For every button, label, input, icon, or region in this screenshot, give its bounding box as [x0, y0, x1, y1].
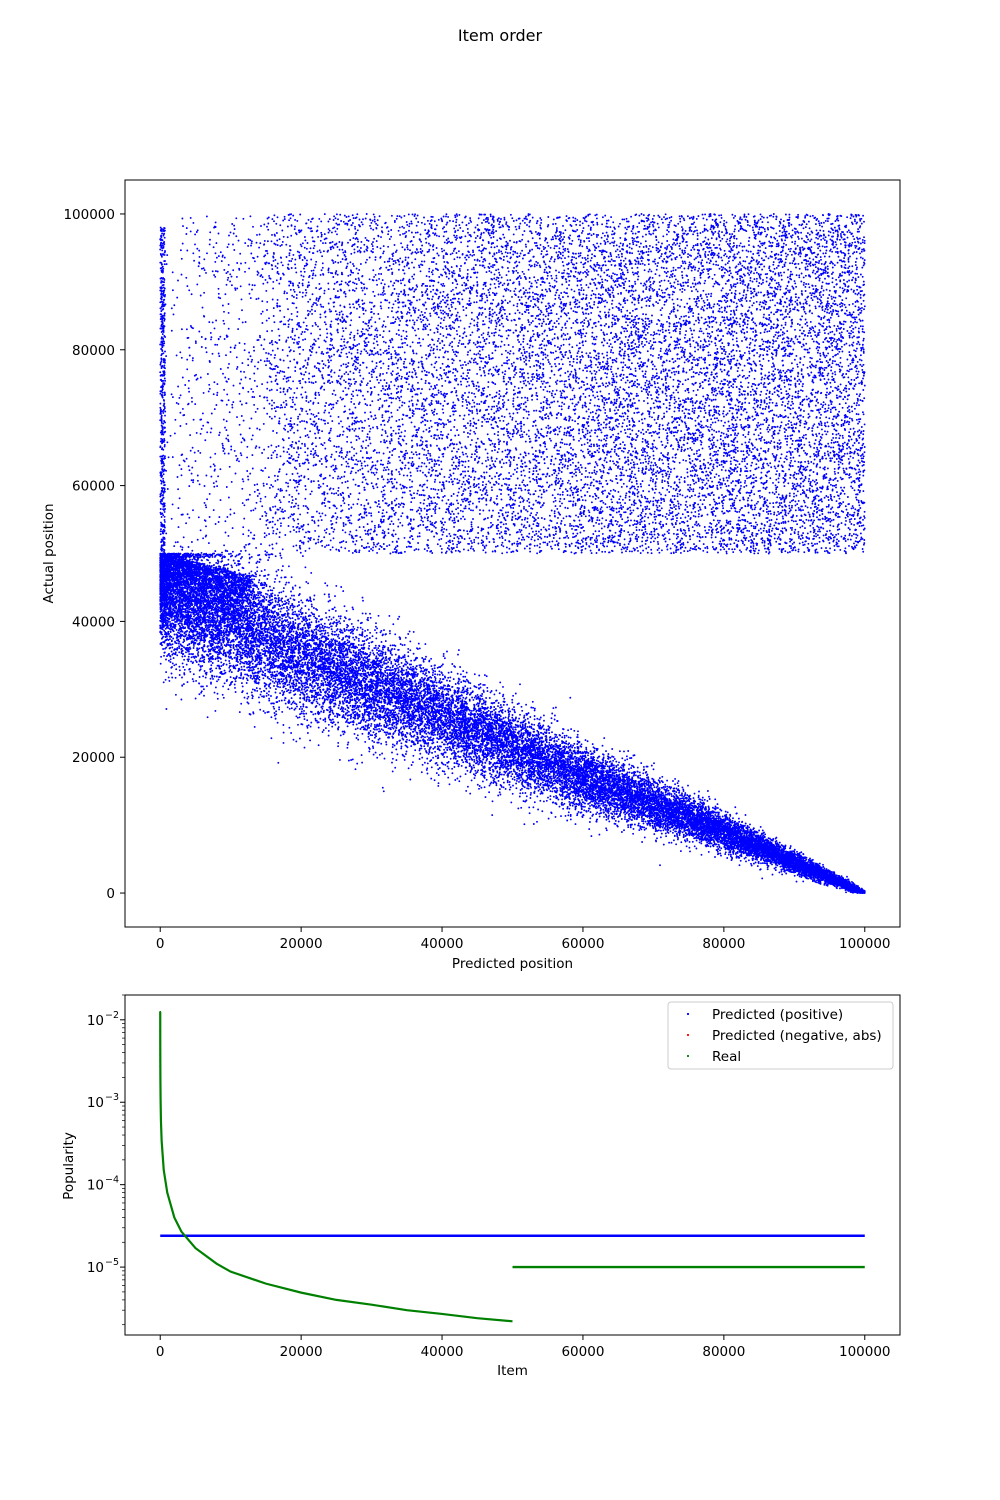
- figure-title: Item order: [457, 26, 543, 45]
- scatter-y-tick-label: 80000: [72, 343, 115, 359]
- popularity-y-tick-label: 10: [87, 1178, 104, 1194]
- scatter-y-tick-label: 60000: [72, 479, 115, 495]
- popularity-x-tick-label: 100000: [839, 1344, 891, 1360]
- scatter-y-tick-label: 40000: [72, 614, 115, 630]
- popularity-y-tick-exponent: −3: [105, 1092, 119, 1103]
- scatter-y-axis-label: Actual position: [41, 503, 57, 603]
- popularity-y-tick-exponent: −5: [105, 1257, 119, 1268]
- legend-label-predicted-negative: Predicted (negative, abs): [712, 1028, 882, 1044]
- scatter-x-tick-label: 20000: [280, 936, 323, 952]
- popularity-y-tick-exponent: −4: [105, 1175, 119, 1186]
- scatter-panel: 0 20000 40000 60000 80000 100000 0 20000 40000 6…: [41, 179, 901, 972]
- series-real-point: [159, 1040, 162, 1043]
- series-real-point: [159, 1059, 162, 1062]
- popularity-y-tick-label: 10: [87, 1095, 104, 1111]
- scatter-points: [159, 213, 866, 894]
- scatter-x-tick-label: 40000: [421, 936, 464, 952]
- legend: Predicted (positive) Predicted (negative…: [667, 1001, 894, 1070]
- scatter-y-tick-label: 0: [106, 886, 115, 902]
- legend-item-predicted-positive: Predicted (positive): [686, 1007, 843, 1023]
- scatter-axes-frame: [124, 179, 901, 928]
- series-real-curve: [159, 1011, 513, 1323]
- legend-item-real: Real: [686, 1049, 741, 1065]
- popularity-x-tick-label: 40000: [421, 1344, 464, 1360]
- popularity-series: [159, 1010, 865, 1323]
- scatter-x-axis-label: Predicted position: [452, 956, 573, 972]
- scatter-x-ticks: 0 20000 40000 60000 80000 100000: [156, 927, 891, 952]
- series-real-point: [159, 1030, 162, 1033]
- popularity-axes-frame: [124, 994, 901, 1336]
- scatter-point-cloud: [159, 213, 866, 894]
- scatter-x-tick-label: 100000: [839, 936, 891, 952]
- series-real-point: [159, 1065, 162, 1068]
- popularity-y-ticks: 10−510−410−310−2: [87, 994, 125, 1326]
- scatter-x-tick-label: 0: [156, 936, 165, 952]
- popularity-y-tick-label: 10: [87, 1013, 104, 1029]
- scatter-y-tick-label: 20000: [72, 750, 115, 766]
- popularity-x-tick-label: 20000: [280, 1344, 323, 1360]
- legend-item-predicted-negative: Predicted (negative, abs): [686, 1028, 882, 1044]
- legend-marker-predicted-positive: [686, 1012, 690, 1016]
- popularity-y-tick-exponent: −2: [105, 1010, 119, 1021]
- popularity-x-tick-label: 80000: [702, 1344, 745, 1360]
- scatter-y-tick-label: 100000: [63, 207, 115, 223]
- scatter-y-ticks: 0 20000 40000 60000 80000 100000: [63, 207, 125, 902]
- popularity-x-axis-label: Item: [497, 1363, 528, 1379]
- series-real-point: [159, 1010, 162, 1013]
- popularity-x-tick-label: 60000: [561, 1344, 604, 1360]
- legend-label-real: Real: [712, 1049, 741, 1065]
- popularity-y-axis-label: Popularity: [61, 1132, 77, 1200]
- popularity-y-tick-label: 10: [87, 1260, 104, 1276]
- scatter-x-tick-label: 60000: [561, 936, 604, 952]
- scatter-x-tick-label: 80000: [702, 936, 745, 952]
- series-real-point: [159, 1053, 162, 1056]
- legend-marker-real: [686, 1054, 690, 1058]
- popularity-x-ticks: 0 20000 40000 60000 80000 100000: [156, 1335, 891, 1360]
- popularity-x-tick-label: 0: [156, 1344, 165, 1360]
- legend-marker-predicted-negative: [686, 1033, 690, 1037]
- series-real-point: [159, 1047, 162, 1050]
- popularity-panel: 0 20000 40000 60000 80000 100000 10−510−410−3…: [61, 994, 901, 1379]
- legend-box: [667, 1001, 894, 1070]
- legend-label-predicted-positive: Predicted (positive): [712, 1007, 843, 1023]
